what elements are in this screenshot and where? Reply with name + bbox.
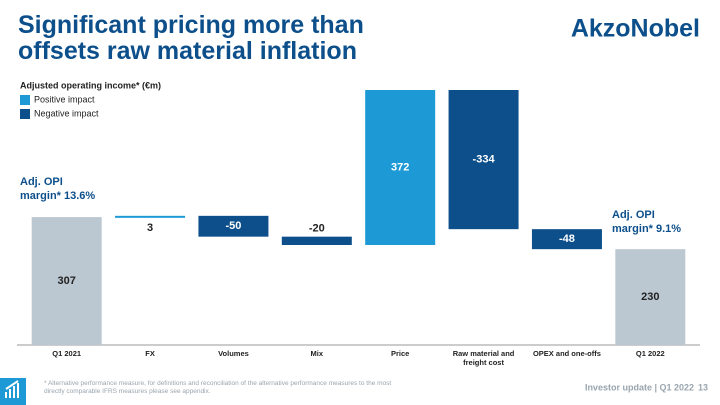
x-tick-label: Q1 2022 — [635, 349, 665, 358]
subtitle: Adjusted operating income* (€m) — [20, 80, 161, 90]
x-tick-label: OPEX and one-offs — [532, 349, 601, 358]
x-tick-label-box: FX — [145, 349, 155, 358]
x-tick-label-box: OPEX and one-offs — [532, 349, 601, 358]
footnote: * Alternative performance measure, for d… — [44, 380, 392, 396]
legend-swatch — [20, 95, 30, 105]
x-tick-label: Mix — [310, 349, 324, 358]
bar — [448, 90, 519, 230]
x-tick-label-box: Raw material and freight cost — [452, 349, 515, 368]
data-label: 307 — [58, 275, 76, 287]
footer-icon-glyph — [5, 380, 19, 398]
footer: Investor update | Q1 2022 — [585, 382, 694, 392]
data-label: -48 — [559, 233, 575, 245]
logo: AkzoNobel — [571, 15, 700, 43]
annotation: Adj. OPI margin* 13.6% — [20, 176, 95, 202]
page-number: 13 — [698, 382, 708, 392]
data-label: -20 — [309, 223, 325, 235]
x-tick-label: Price — [391, 349, 410, 358]
data-label: 230 — [641, 291, 659, 303]
legend-label: Negative impact — [34, 108, 99, 118]
data-label: -334 — [473, 153, 496, 165]
bar — [31, 217, 102, 345]
bar — [615, 249, 686, 345]
x-tick-label: Volumes — [218, 349, 249, 358]
chart-title: Significant pricing more than offsets raw… — [18, 11, 364, 65]
footnote-box: * Alternative performance measure, for d… — [44, 380, 392, 396]
annotation: Adj. OPI margin* 9.1% — [612, 209, 681, 235]
x-tick-label-box: Mix — [310, 349, 324, 358]
bar — [198, 215, 269, 237]
legend-label: Positive impact — [34, 94, 95, 104]
x-tick-label-box: Price — [391, 349, 410, 358]
x-tick-label: Q1 2021 — [52, 349, 82, 358]
data-label: 372 — [391, 161, 409, 173]
legend-swatch — [20, 109, 30, 119]
data-label: -50 — [225, 220, 241, 232]
bar — [281, 236, 352, 245]
x-tick-label-box: Q1 2021 — [52, 349, 82, 358]
x-tick-label: FX — [145, 349, 155, 358]
bar — [115, 215, 186, 218]
x-tick-label-box: Q1 2022 — [635, 349, 665, 358]
bar — [531, 229, 602, 250]
data-label: 3 — [147, 222, 153, 234]
x-tick-label: Raw material and freight cost — [452, 349, 515, 368]
x-tick-label-box: Volumes — [218, 349, 249, 358]
bar — [365, 90, 436, 245]
